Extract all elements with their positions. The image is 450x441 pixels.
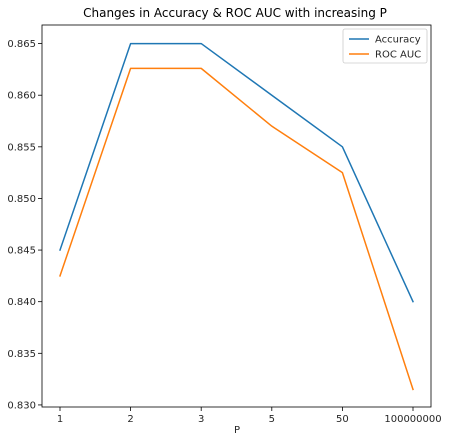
legend-label-roc-auc: ROC AUC [375, 50, 421, 61]
chart-title: Changes in Accuracy & ROC AUC with incre… [83, 6, 387, 20]
y-tick-label: 0.865 [7, 39, 36, 50]
x-axis-title: P [234, 425, 240, 436]
legend-label-accuracy: Accuracy [375, 35, 421, 46]
y-tick-label: 0.850 [7, 194, 36, 205]
x-tick-label: 100000000 [384, 414, 441, 425]
y-tick-label: 0.835 [7, 349, 36, 360]
series-line-accuracy [59, 42, 414, 303]
x-tick-label: 50 [336, 414, 349, 425]
x-tick-label: 5 [269, 414, 275, 425]
y-tick-label: 0.830 [7, 400, 36, 411]
y-tick-label: 0.860 [7, 91, 36, 102]
plot-area: 1 2 3 5 50 100000000 0.830 0.835 0.840 0.845 0.850… [7, 24, 442, 425]
y-tick-label: 0.855 [7, 142, 36, 153]
plot-frame [41, 24, 432, 408]
series-line-roc-auc [59, 67, 414, 391]
y-tick-label: 0.840 [7, 297, 36, 308]
x-tick-label: 2 [127, 414, 133, 425]
x-tick-label: 1 [57, 414, 63, 425]
y-tick-label: 0.845 [7, 246, 36, 257]
x-tick-label: 3 [198, 414, 204, 425]
